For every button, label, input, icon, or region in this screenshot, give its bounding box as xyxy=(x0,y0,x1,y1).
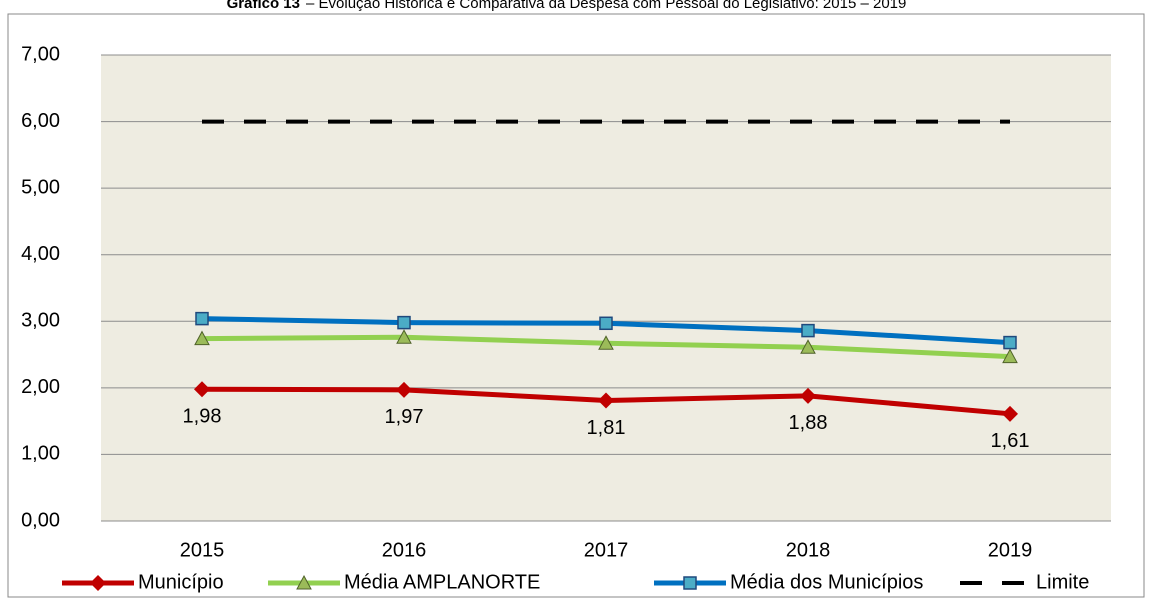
marker xyxy=(396,329,412,344)
marker xyxy=(1003,335,1017,350)
marker xyxy=(801,323,815,338)
data-label: 1,98 xyxy=(183,405,222,427)
y-tick-label: 1,00 xyxy=(21,443,60,465)
legend-label: Município xyxy=(138,571,224,593)
y-tick-label: 3,00 xyxy=(21,310,60,332)
y-tick-label: 7,00 xyxy=(21,43,60,65)
marker xyxy=(397,315,411,330)
chart-title: – Evolução Histórica e Comparativa da De… xyxy=(306,0,906,12)
legend-label: Limite xyxy=(1036,571,1089,593)
marker xyxy=(194,330,210,346)
legend-marker xyxy=(296,574,312,590)
marker xyxy=(598,392,614,409)
legend-label: Média dos Municípios xyxy=(730,571,923,593)
marker xyxy=(800,387,816,404)
y-tick-label: 2,00 xyxy=(21,376,60,398)
legend-marker xyxy=(90,575,106,591)
legend-marker xyxy=(683,576,697,590)
chart-title-prefix: Gráfico 13 xyxy=(227,0,300,12)
marker xyxy=(1002,405,1018,422)
data-label: 1,61 xyxy=(991,430,1030,452)
x-tick-label: 2018 xyxy=(786,539,831,561)
data-label: 1,88 xyxy=(789,412,828,434)
plot-area xyxy=(101,55,1111,521)
x-tick-label: 2016 xyxy=(382,539,427,561)
marker xyxy=(599,316,613,331)
y-tick-label: 6,00 xyxy=(21,110,60,132)
y-tick-label: 0,00 xyxy=(21,509,60,531)
marker xyxy=(396,381,412,398)
marker xyxy=(195,311,209,326)
x-tick-label: 2017 xyxy=(584,539,629,561)
x-tick-label: 2015 xyxy=(180,539,225,561)
marker xyxy=(194,381,210,398)
x-tick-label: 2019 xyxy=(988,539,1033,561)
data-label: 1,97 xyxy=(385,406,424,428)
data-label: 1,81 xyxy=(587,417,626,439)
marker xyxy=(800,339,816,354)
y-tick-label: 4,00 xyxy=(21,243,60,265)
marker xyxy=(598,335,614,350)
y-tick-label: 5,00 xyxy=(21,176,60,198)
legend-label: Média AMPLANORTE xyxy=(344,571,540,593)
marker xyxy=(1002,348,1018,364)
